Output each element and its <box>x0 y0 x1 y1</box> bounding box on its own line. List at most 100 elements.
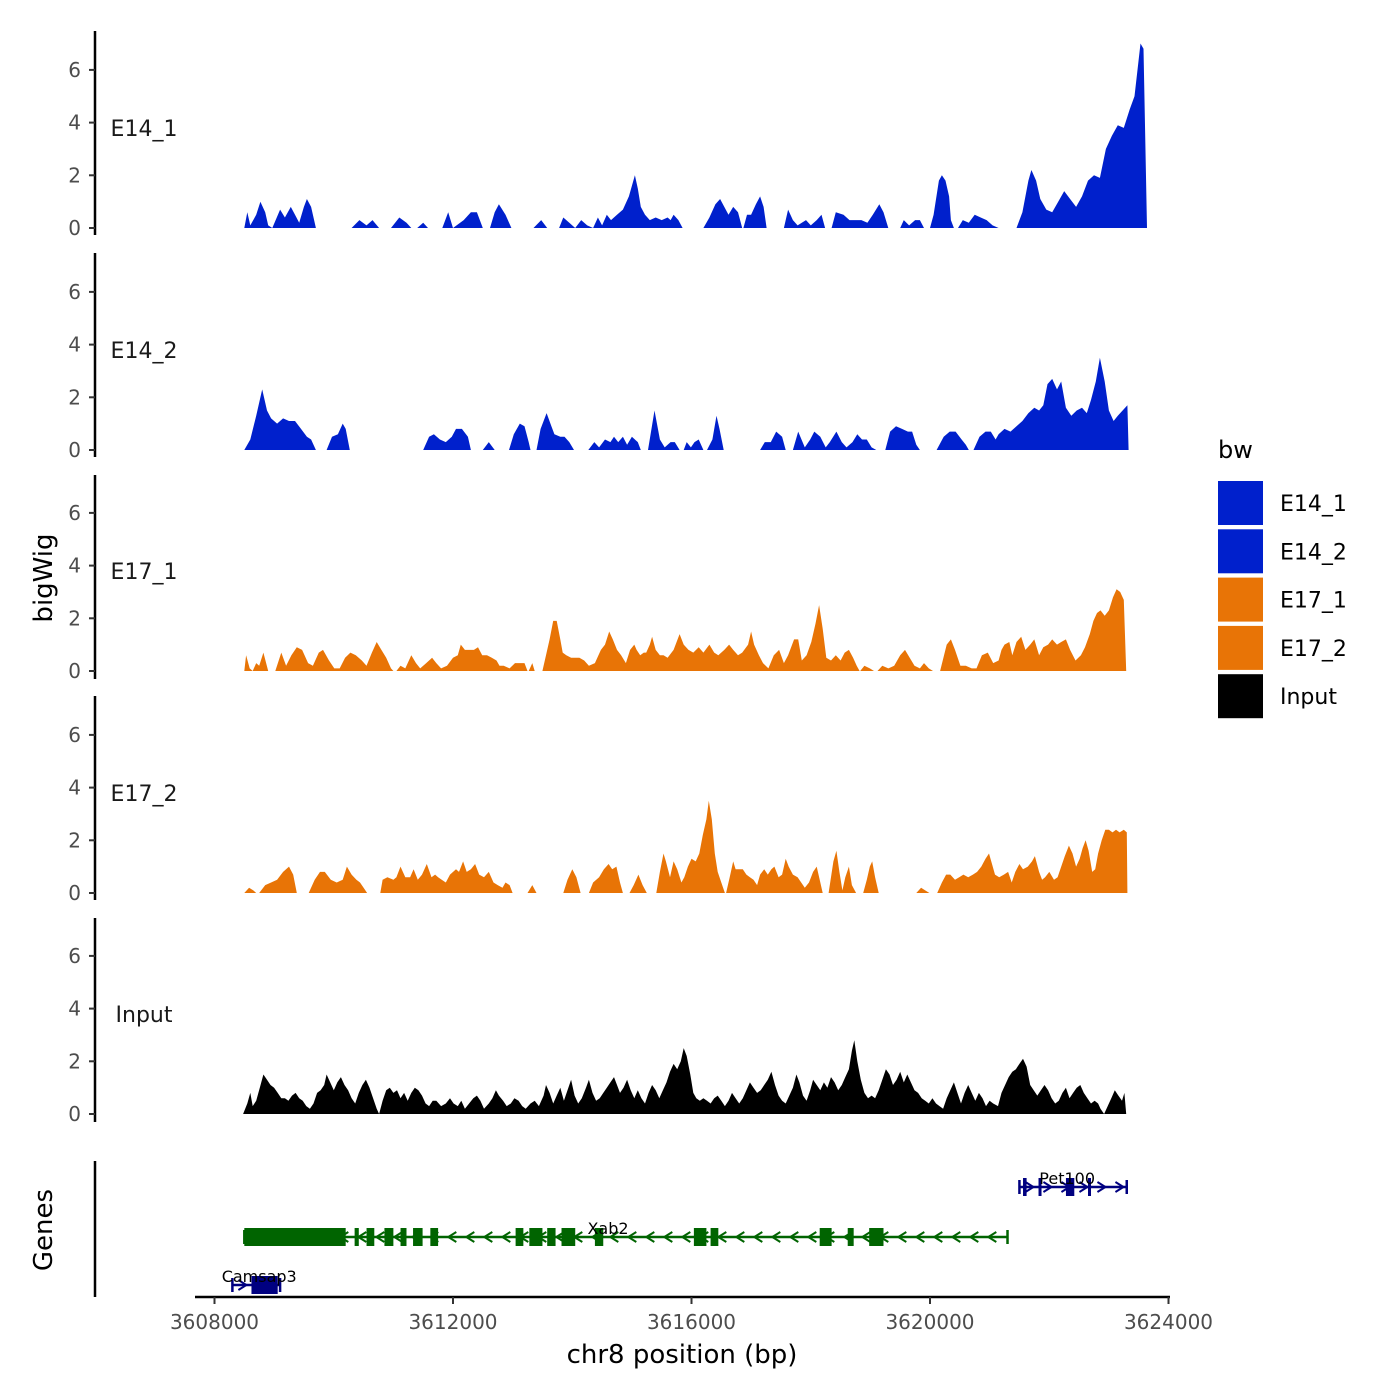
y-tick-label: 0 <box>68 216 81 240</box>
strand-arrow <box>500 1231 511 1243</box>
genes-axis-title: Genes <box>29 1189 59 1271</box>
y-tick-label: 6 <box>68 280 81 304</box>
legend-label: E17_1 <box>1280 589 1347 614</box>
y-tick-label: 4 <box>68 776 81 800</box>
exon <box>400 1228 407 1246</box>
coverage-area <box>244 589 1127 671</box>
exon <box>1088 1178 1092 1196</box>
strand-arrow <box>986 1231 997 1243</box>
strand-arrow <box>914 1231 925 1243</box>
strand-arrow <box>968 1231 979 1243</box>
legend-swatch <box>1218 674 1263 719</box>
exon <box>430 1228 439 1246</box>
strand-arrow <box>680 1231 691 1243</box>
strand-arrow <box>392 1231 403 1243</box>
coverage-tracks: 0 2 4 6 E14_1 0 2 4 6 E14_2 0 2 4 6 E17_1 0 2 4 6 E17_2 0 2 4 6… <box>68 31 1148 1126</box>
exon <box>819 1228 832 1246</box>
y-tick-label: 4 <box>68 333 81 357</box>
y-tick-label: 0 <box>68 881 81 905</box>
exon <box>561 1228 576 1246</box>
x-axis-title: chr8 position (bp) <box>567 1340 798 1370</box>
strand-arrow <box>860 1231 871 1243</box>
exon <box>529 1228 543 1246</box>
exon <box>869 1228 884 1246</box>
y-tick-label: 2 <box>68 163 81 187</box>
track-label: E17_1 <box>111 560 178 585</box>
track-label: Input <box>116 1003 173 1028</box>
strand-arrow <box>950 1231 961 1243</box>
strand-arrow <box>1078 1181 1090 1193</box>
exon <box>244 1228 346 1246</box>
exon <box>547 1228 556 1246</box>
strand-arrow <box>932 1231 943 1243</box>
x-tick-label: 3624000 <box>1124 1310 1213 1334</box>
x-tick-label: 3612000 <box>408 1310 497 1334</box>
legend-title: bw <box>1218 436 1253 464</box>
gene-camsap3: Camsap3 <box>222 1267 297 1294</box>
legend: bw E14_1 E14_2 E17_1 E17_2 Input <box>1218 436 1347 719</box>
exon <box>847 1228 854 1246</box>
strand-arrow <box>626 1231 637 1243</box>
gene-pet100: Pet100 <box>1018 1169 1129 1196</box>
strand-arrow <box>446 1231 457 1243</box>
track-panel-input: 0 2 4 6 Input <box>68 918 1127 1126</box>
legend-swatch <box>1218 481 1263 525</box>
strand-arrow <box>734 1231 745 1243</box>
y-tick-label: 2 <box>68 385 81 409</box>
exon <box>1038 1178 1042 1196</box>
strand-arrow <box>1096 1181 1108 1193</box>
track-panel-e17-1: 0 2 4 6 E17_1 <box>68 475 1127 683</box>
strand-arrow <box>788 1231 799 1243</box>
y-tick-label: 2 <box>68 828 81 852</box>
gene-label: Xab2 <box>587 1219 628 1238</box>
strand-arrow <box>464 1231 475 1243</box>
track-label: E17_2 <box>111 782 178 807</box>
gene-track: Pet100 Xab2 Camsap3 <box>93 1161 1129 1297</box>
coverage-area <box>243 1040 1127 1114</box>
y-tick-label: 6 <box>68 58 81 82</box>
exon <box>1065 1178 1075 1196</box>
legend-label: E14_2 <box>1280 540 1347 565</box>
strand-arrow <box>662 1231 673 1243</box>
strand-arrow <box>644 1231 655 1243</box>
gene-label: Pet100 <box>1039 1169 1095 1188</box>
track-panel-e17-2: 0 2 4 6 E17_2 <box>68 696 1128 905</box>
exon <box>1023 1178 1027 1196</box>
y-tick-label: 0 <box>68 659 81 683</box>
strand-arrow <box>482 1231 493 1243</box>
track-panel-e14-2: 0 2 4 6 E14_2 <box>68 253 1129 462</box>
y-tick-label: 4 <box>68 554 81 578</box>
exon <box>594 1228 604 1246</box>
coverage-area <box>244 357 1129 450</box>
legend-label: E17_2 <box>1280 637 1347 662</box>
y-tick-label: 2 <box>68 1049 81 1073</box>
strand-arrow <box>1024 1181 1036 1193</box>
y-tick-label: 6 <box>68 501 81 525</box>
legend-swatch <box>1218 529 1263 574</box>
y-tick-label: 6 <box>68 723 81 747</box>
exon <box>413 1228 423 1246</box>
track-panel-e14-1: 0 2 4 6 E14_1 <box>68 31 1148 240</box>
y-tick-label: 0 <box>68 438 81 462</box>
legend-label: E14_1 <box>1280 492 1347 517</box>
coverage-area <box>244 800 1128 893</box>
strand-arrow <box>752 1231 763 1243</box>
exon <box>354 1228 359 1246</box>
strand-arrow <box>806 1231 817 1243</box>
strand-arrow <box>1042 1181 1054 1193</box>
strand-arrow <box>770 1231 781 1243</box>
legend-label: Input <box>1280 685 1337 710</box>
y-axis-title: bigWig <box>29 533 59 622</box>
strand-arrow <box>1114 1181 1126 1193</box>
x-tick-label: 3616000 <box>647 1310 736 1334</box>
y-tick-label: 6 <box>68 944 81 968</box>
exon <box>710 1228 719 1246</box>
strand-arrow <box>374 1231 385 1243</box>
track-label: E14_2 <box>111 339 178 364</box>
strand-arrow <box>237 1279 249 1291</box>
exon <box>251 1276 278 1294</box>
coverage-area <box>244 43 1148 228</box>
exon <box>384 1228 394 1246</box>
exon <box>515 1228 524 1246</box>
